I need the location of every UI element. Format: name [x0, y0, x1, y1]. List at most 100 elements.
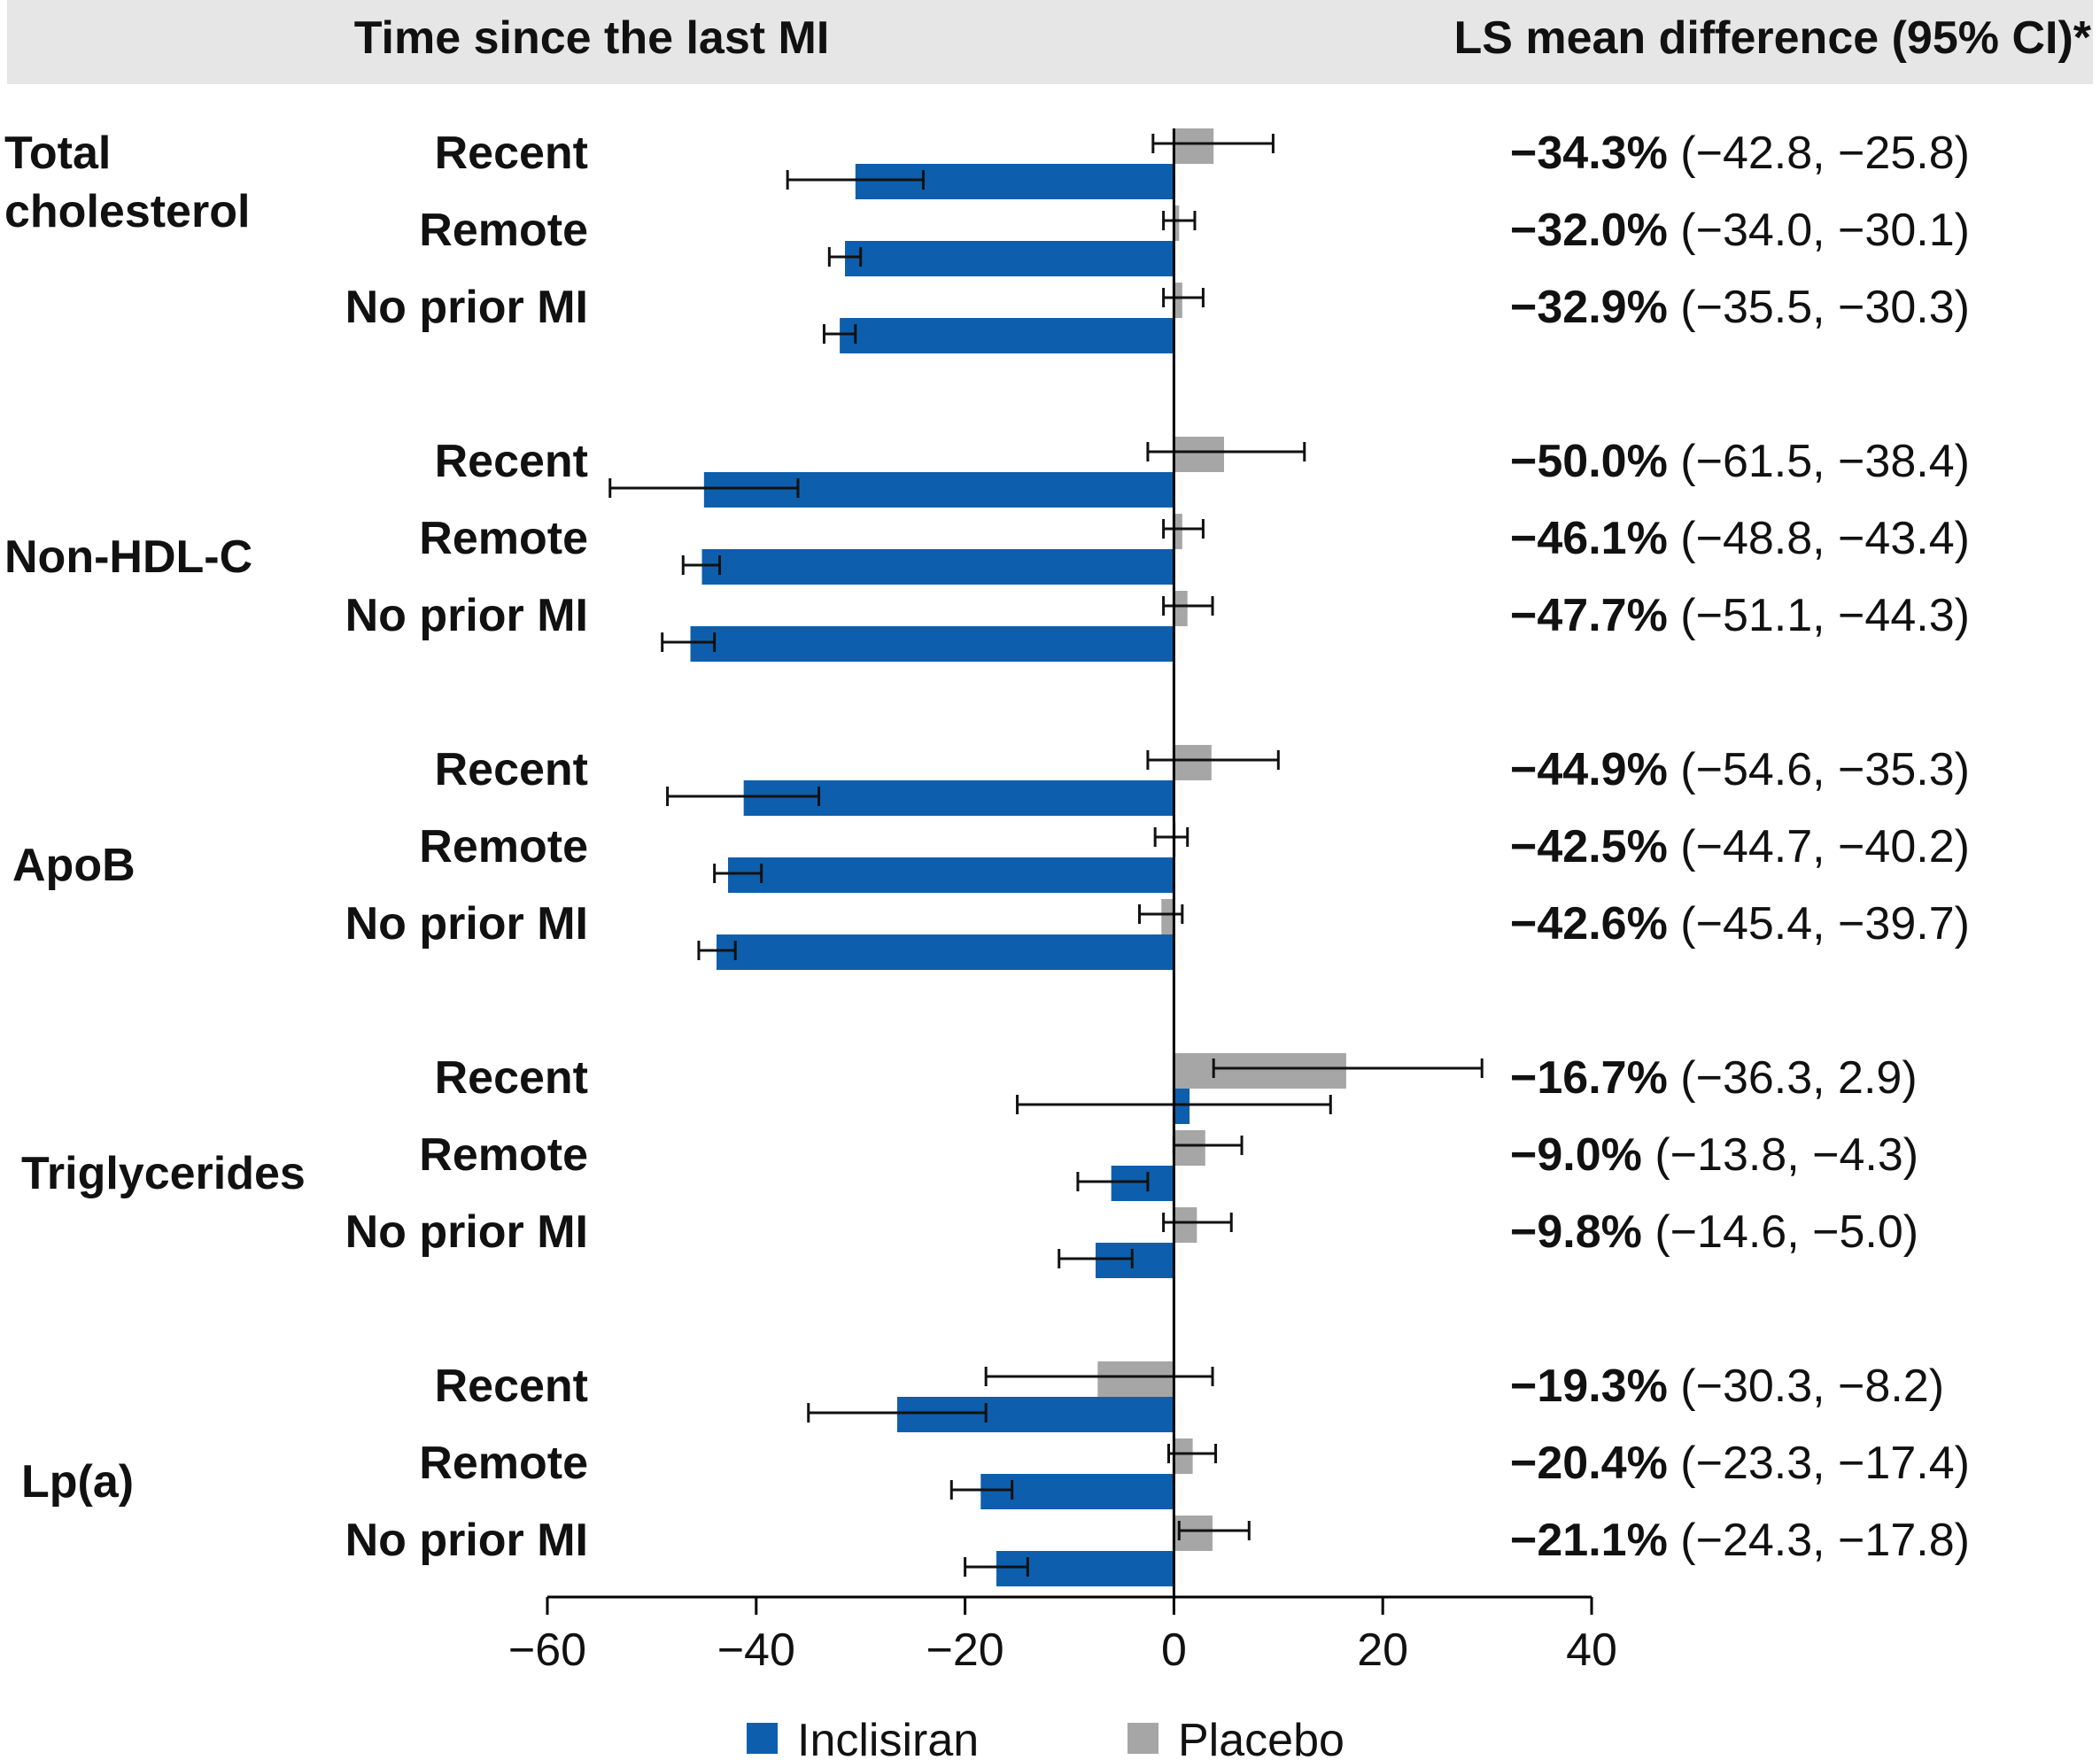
row-label: No prior MI [345, 590, 588, 641]
result-ci: (−45.4, −39.7) [1668, 898, 1970, 950]
group-label: Total [4, 128, 111, 179]
result-estimate: −47.7% [1510, 590, 1668, 641]
placebo-bar [1174, 128, 1214, 164]
placebo-bar [1174, 437, 1224, 472]
placebo-bar [1174, 1207, 1197, 1243]
inclisiran-bar [701, 549, 1174, 585]
result-text: −9.8% (−14.6, −5.0) [1510, 1206, 1918, 1258]
placebo-bar [1161, 899, 1174, 934]
row-label: Remote [419, 1129, 588, 1181]
result-text: −50.0% (−61.5, −38.4) [1510, 436, 1970, 487]
placebo-bar [1174, 1130, 1205, 1166]
placebo-bar [1174, 591, 1188, 626]
result-estimate: −32.0% [1510, 205, 1668, 256]
group-label: Lp(a) [21, 1456, 134, 1508]
result-text: −9.0% (−13.8, −4.3) [1510, 1129, 1918, 1181]
row-label: Recent [435, 1361, 588, 1412]
result-text: −47.7% (−51.1, −44.3) [1510, 590, 1970, 641]
group-label: ApoB [12, 840, 136, 891]
inclisiran-bar [845, 241, 1174, 276]
legend-label-placebo: Placebo [1178, 1715, 1344, 1760]
result-ci: (−51.1, −44.3) [1668, 590, 1970, 641]
row-label: Remote [419, 1438, 588, 1489]
result-ci: (−35.5, −30.3) [1668, 282, 1970, 333]
result-estimate: −46.1% [1510, 513, 1668, 564]
x-tick-label: 40 [1566, 1624, 1617, 1676]
inclisiran-bar [1095, 1243, 1174, 1278]
inclisiran-bar [980, 1474, 1174, 1509]
inclisiran-bar [855, 164, 1174, 199]
result-text: −20.4% (−23.3, −17.4) [1510, 1438, 1970, 1489]
placebo-bar [1174, 283, 1182, 318]
inclisiran-bar [996, 1551, 1174, 1586]
x-tick-label: −40 [717, 1624, 795, 1676]
row-label: No prior MI [345, 1206, 588, 1258]
result-estimate: −19.3% [1510, 1361, 1668, 1412]
inclisiran-bar [743, 780, 1174, 816]
result-ci: (−36.3, 2.9) [1668, 1052, 1918, 1104]
result-ci: (−13.8, −4.3) [1642, 1129, 1918, 1181]
result-text: −21.1% (−24.3, −17.8) [1510, 1515, 1970, 1566]
row-label: No prior MI [345, 282, 588, 333]
result-ci: (−54.6, −35.3) [1668, 744, 1970, 795]
x-tick-label: 20 [1357, 1624, 1408, 1676]
row-label: Remote [419, 513, 588, 564]
placebo-bar [1174, 1053, 1346, 1089]
legend-swatch-inclisiran [747, 1723, 778, 1754]
result-estimate: −34.3% [1510, 128, 1668, 179]
row-label: Recent [435, 436, 588, 487]
legend: Inclisiran Placebo [747, 1715, 1344, 1760]
row-label: Remote [419, 821, 588, 872]
result-estimate: −9.0% [1510, 1129, 1642, 1181]
result-ci: (−23.3, −17.4) [1668, 1438, 1970, 1489]
result-estimate: −20.4% [1510, 1438, 1668, 1489]
row-label: Recent [435, 128, 588, 179]
inclisiran-bar [840, 318, 1174, 353]
result-ci: (−24.3, −17.8) [1668, 1515, 1970, 1566]
result-ci: (−14.6, −5.0) [1642, 1206, 1918, 1258]
result-text: −34.3% (−42.8, −25.8) [1510, 128, 1970, 179]
result-estimate: −44.9% [1510, 744, 1668, 795]
result-text: −44.9% (−54.6, −35.3) [1510, 744, 1970, 795]
x-tick-label: 0 [1161, 1624, 1187, 1676]
placebo-bar [1174, 1438, 1193, 1474]
inclisiran-bar [716, 934, 1174, 970]
result-ci: (−44.7, −40.2) [1668, 821, 1970, 872]
result-estimate: −42.5% [1510, 821, 1668, 872]
inclisiran-bar [703, 472, 1174, 508]
x-tick-label: −60 [508, 1624, 586, 1676]
inclisiran-bar [727, 857, 1174, 893]
row-label: No prior MI [345, 1515, 588, 1566]
result-text: −46.1% (−48.8, −43.4) [1510, 513, 1970, 564]
group-label: Triglycerides [21, 1148, 306, 1199]
header-left-title: Time since the last MI [354, 12, 830, 64]
result-estimate: −21.1% [1510, 1515, 1668, 1566]
inclisiran-bar [896, 1397, 1174, 1432]
result-text: −16.7% (−36.3, 2.9) [1510, 1052, 1918, 1104]
result-text: −42.6% (−45.4, −39.7) [1510, 898, 1970, 950]
header-right-title: LS mean difference (95% CI)* [1453, 12, 2091, 64]
inclisiran-bar [690, 626, 1174, 662]
row-label: Remote [419, 205, 588, 256]
result-estimate: −50.0% [1510, 436, 1668, 487]
row-label: Recent [435, 1052, 588, 1104]
result-ci: (−42.8, −25.8) [1668, 128, 1970, 179]
group-label: cholesterol [4, 186, 250, 237]
inclisiran-bar [1111, 1166, 1174, 1201]
placebo-bar [1174, 514, 1182, 549]
row-label: No prior MI [345, 898, 588, 950]
plot-area: Total cholesterol Recent −34.3% (−42.8, −25… [4, 128, 1970, 1676]
inclisiran-bar [1174, 1089, 1190, 1124]
result-estimate: −32.9% [1510, 282, 1668, 333]
result-ci: (−61.5, −38.4) [1668, 436, 1970, 487]
result-text: −32.9% (−35.5, −30.3) [1510, 282, 1970, 333]
row-label: Recent [435, 744, 588, 795]
placebo-bar [1174, 745, 1212, 780]
result-estimate: −16.7% [1510, 1052, 1668, 1104]
result-ci: (−34.0, −30.1) [1668, 205, 1970, 256]
result-text: −19.3% (−30.3, −8.2) [1510, 1361, 1944, 1412]
result-estimate: −42.6% [1510, 898, 1668, 950]
result-ci: (−30.3, −8.2) [1668, 1361, 1944, 1412]
group-label: Non-HDL-C [4, 531, 252, 583]
